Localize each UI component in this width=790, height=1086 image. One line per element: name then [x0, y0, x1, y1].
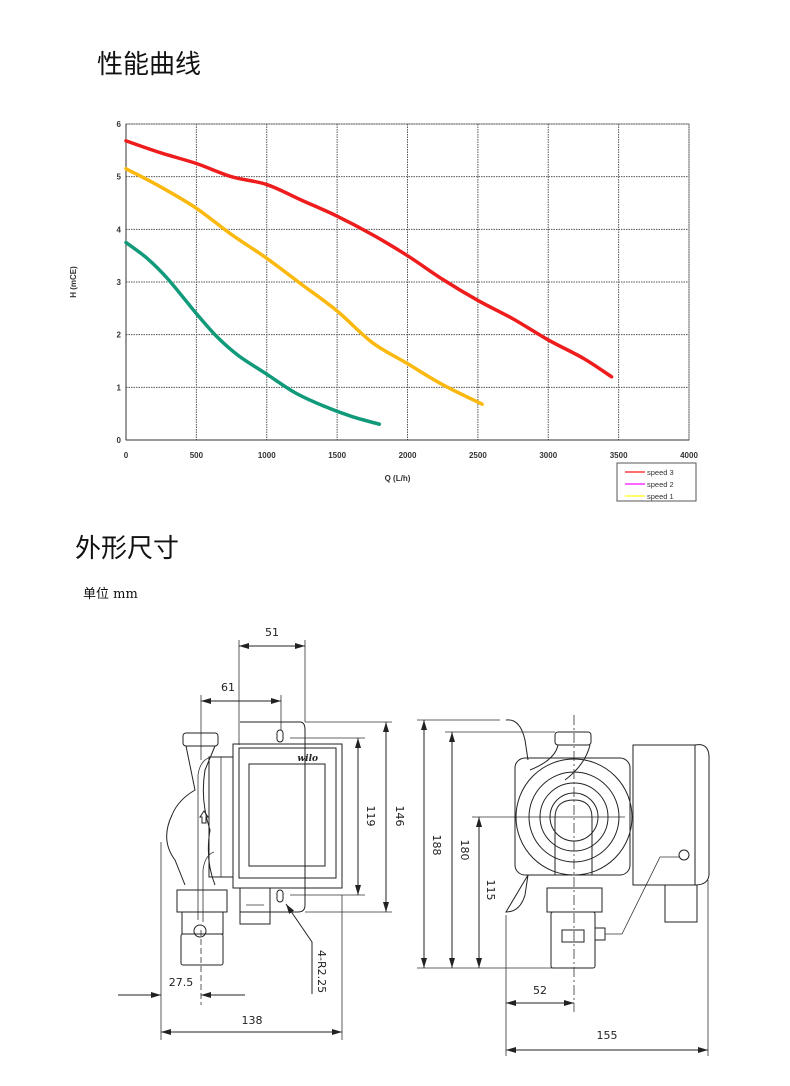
y-tick-label: 2 — [117, 331, 122, 340]
x-axis-label: Q (L/h) — [385, 474, 411, 483]
dim-115: 115 — [484, 880, 497, 901]
dim-180: 180 — [458, 840, 471, 861]
dim-119: 119 — [364, 806, 377, 827]
y-tick-label: 4 — [117, 225, 122, 234]
x-tick-label: 500 — [190, 451, 204, 460]
x-tick-label: 0 — [124, 451, 129, 460]
dim-146: 146 — [393, 806, 406, 827]
legend-label: speed 2 — [647, 480, 674, 489]
performance-curve-heading: 性能曲线 — [97, 50, 202, 80]
legend-box — [616, 462, 697, 502]
dim-155: 155 — [597, 1029, 618, 1042]
y-tick-label: 5 — [117, 173, 122, 182]
y-tick-label: 3 — [117, 278, 122, 287]
x-tick-label: 1500 — [328, 451, 346, 460]
unit-label: 单位 mm — [83, 587, 138, 602]
performance-chart: 0 500 1000 1500 2000 2500 3000 3500 4000 0 1 2 3 4 5 6 Q… — [69, 120, 698, 502]
x-tick-label: 2500 — [469, 451, 487, 460]
dim-188: 188 — [430, 835, 443, 856]
y-axis-label: H (mCE) — [69, 266, 78, 298]
x-tick-label: 1000 — [258, 451, 276, 460]
x-tick-label: 2000 — [399, 451, 417, 460]
x-tick-label: 3000 — [539, 451, 557, 460]
x-tick-label: 3500 — [610, 451, 628, 460]
wilo-logo: wilo — [297, 754, 318, 764]
dim-52: 52 — [533, 984, 547, 997]
series-line-1 — [124, 139, 614, 379]
series-line-2 — [124, 167, 484, 406]
side-view: 51 61 wilo 119 146 — [118, 626, 406, 1040]
y-tick-label: 0 — [117, 436, 122, 445]
y-tick-label: 6 — [117, 120, 122, 129]
dim-138: 138 — [242, 1014, 263, 1027]
legend-label: speed 1 — [647, 492, 674, 501]
dim-51: 51 — [265, 626, 279, 639]
dim-61: 61 — [221, 681, 235, 694]
x-tick-label: 4000 — [680, 451, 698, 460]
dimensions-heading: 外形尺寸 — [75, 534, 180, 564]
y-tick-label: 1 — [117, 383, 122, 392]
series-line-3 — [124, 240, 382, 426]
legend-label: speed 3 — [647, 468, 674, 477]
front-view: 188 180 115 52 155 — [417, 715, 710, 1056]
dim-27-5: 27.5 — [169, 976, 194, 989]
dim-r2-25: 4-R2.25 — [315, 950, 328, 993]
